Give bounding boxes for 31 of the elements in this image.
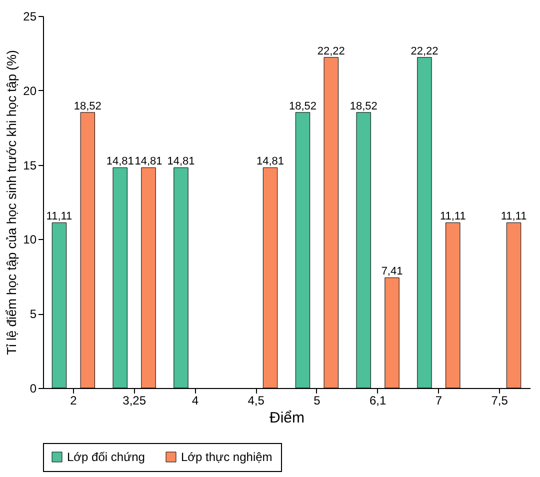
data-label: 18,52	[350, 100, 378, 112]
y-tick-label: 15	[23, 158, 37, 172]
x-tick-label: 2	[70, 394, 78, 408]
y-tick-label: 10	[23, 232, 37, 247]
legend-label: Lớp thực nghiệm	[181, 450, 272, 464]
y-axis-title: Tỉ lệ điểm học tập của học sinh trước khi học tập (%)	[4, 50, 20, 355]
legend-label: Lớp đối chứng	[67, 450, 145, 464]
y-tick-label: 5	[30, 307, 37, 322]
data-label: 14,81	[167, 156, 195, 168]
x-tick-label: 5	[314, 394, 321, 408]
data-label: 14,81	[106, 156, 134, 168]
x-tick-label: 4,5	[248, 394, 265, 408]
data-label: 22,22	[410, 45, 438, 58]
data-label: 18,52	[74, 100, 102, 112]
data-label: 11,11	[440, 210, 466, 223]
y-tick-label: 25	[23, 10, 37, 24]
data-label: 11,11	[46, 210, 72, 223]
x-tick-label: 3,25	[122, 394, 146, 408]
x-tick-label: 6,1	[369, 394, 386, 408]
data-label: 7,41	[381, 266, 403, 278]
y-tick-label: 0	[30, 382, 37, 396]
x-axis-title: Điểm	[269, 410, 305, 426]
data-label: 14,81	[256, 156, 284, 168]
x-tick-label: 7	[435, 394, 442, 408]
data-label: 22,22	[317, 45, 345, 58]
x-tick-label: 4	[192, 394, 199, 408]
data-label: 14,81	[134, 156, 162, 168]
x-tick-label: 7,5	[491, 394, 508, 408]
data-label: 11,11	[500, 210, 527, 223]
data-label: 18,52	[288, 100, 316, 112]
y-tick-label: 20	[23, 84, 37, 98]
